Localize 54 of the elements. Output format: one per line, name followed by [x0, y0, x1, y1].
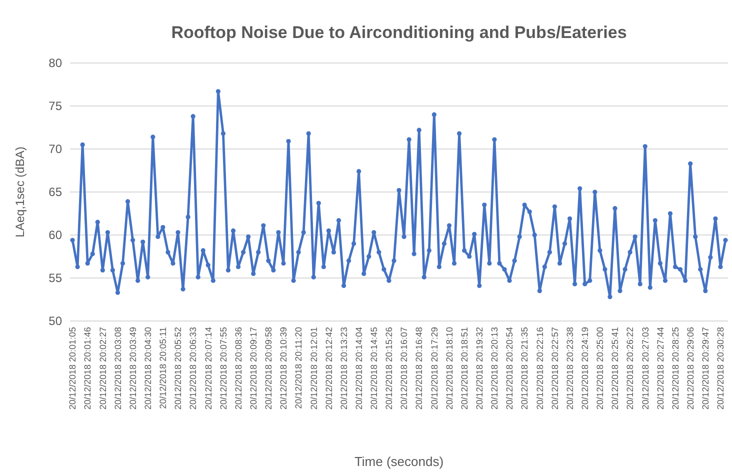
x-tick-label: 20/12/2018 20:04:30	[143, 327, 154, 410]
x-tick-label: 20/12/2018 20:22:57	[550, 327, 560, 410]
x-tick-label: 20/12/2018 20:05:11	[158, 327, 168, 409]
y-tick-label: 75	[48, 99, 62, 114]
x-tick-label: 20/12/2018 20:11:20	[294, 327, 304, 409]
x-tick-label: 20/12/2018 20:14:04	[354, 327, 364, 410]
x-tick-label: 20/12/2018 20:27:03	[640, 327, 650, 410]
x-tick-label: 20/12/2018 20:08:36	[233, 327, 244, 410]
x-tick-label: 20/12/2018 20:30:28	[716, 327, 726, 410]
x-tick-label: 20/12/2018 20:17:29	[429, 327, 440, 410]
y-tick-label: 60	[48, 228, 62, 242]
x-tick-label: 20/12/2018 20:01:05	[68, 327, 78, 410]
x-tick-label: 20/12/2018 20:16:07	[399, 327, 410, 410]
x-tick-label: 20/12/2018 20:07:14	[203, 327, 214, 410]
y-tick-label: 80	[48, 56, 62, 70]
x-tick-label: 20/12/2018 20:15:26	[384, 327, 394, 410]
x-tick-label: 20/12/2018 20:03:49	[128, 327, 138, 410]
y-tick-label: 70	[48, 142, 62, 156]
x-tick-label: 20/12/2018 20:29:47	[700, 327, 711, 410]
x-tick-label: 20/12/2018 20:12:42	[324, 327, 334, 410]
x-tick-label: 20/12/2018 20:18:51	[459, 327, 470, 410]
y-tick-label: 65	[48, 185, 62, 200]
x-tick-label: 20/12/2018 20:25:00	[595, 327, 606, 410]
x-tick-label: 20/12/2018 20:01:46	[82, 327, 93, 410]
x-tick-label: 20/12/2018 20:02:27	[98, 327, 108, 410]
x-tick-label: 20/12/2018 20:16:48	[414, 327, 424, 410]
x-tick-label: 20/12/2018 20:19:32	[474, 327, 485, 410]
x-tick-label: 20/12/2018 20:26:22	[625, 327, 636, 410]
x-tick-label: 20/12/2018 20:29:06	[685, 327, 696, 410]
x-tick-label: 20/12/2018 20:10:39	[278, 327, 289, 410]
x-tick-label: 20/12/2018 20:18:10	[444, 327, 454, 410]
y-tick-label: 55	[48, 271, 62, 286]
y-axis-title: LAeq,1sec (dBA)	[13, 146, 27, 238]
x-tick-label: 20/12/2018 20:13:23	[338, 327, 349, 410]
x-tick-label: 20/12/2018 20:03:08	[112, 327, 123, 410]
x-tick-label: 20/12/2018 20:24:19	[580, 327, 590, 410]
x-tick-label: 20/12/2018 20:22:16	[534, 327, 545, 410]
x-tick-label: 20/12/2018 20:25:41	[610, 327, 620, 410]
x-tick-label: 20/12/2018 20:28:25	[670, 327, 680, 410]
chart-title: Rooftop Noise Due to Airconditioning and Pubs/Eateries	[171, 23, 627, 42]
x-tick-label: 20/12/2018 20:20:54	[504, 327, 515, 410]
y-tick-label: 50	[48, 314, 62, 328]
x-tick-label: 20/12/2018 20:07:55	[218, 327, 228, 410]
x-tick-label: 20/12/2018 20:14:45	[369, 327, 380, 410]
x-tick-label: 20/12/2018 20:12:01	[308, 327, 319, 410]
x-tick-label: 20/12/2018 20:20:13	[490, 327, 500, 410]
x-tick-label: 20/12/2018 20:06:33	[188, 327, 198, 410]
x-axis-title: Time (seconds)	[354, 454, 444, 469]
x-tick-label: 20/12/2018 20:23:38	[564, 327, 575, 410]
x-tick-label: 20/12/2018 20:09:58	[264, 327, 274, 410]
x-tick-label: 20/12/2018 20:05:52	[173, 327, 184, 410]
x-tick-label: 20/12/2018 20:27:44	[655, 327, 666, 410]
x-tick-label: 20/12/2018 20:21:35	[520, 327, 530, 410]
x-tick-label: 20/12/2018 20:09:17	[248, 327, 258, 410]
